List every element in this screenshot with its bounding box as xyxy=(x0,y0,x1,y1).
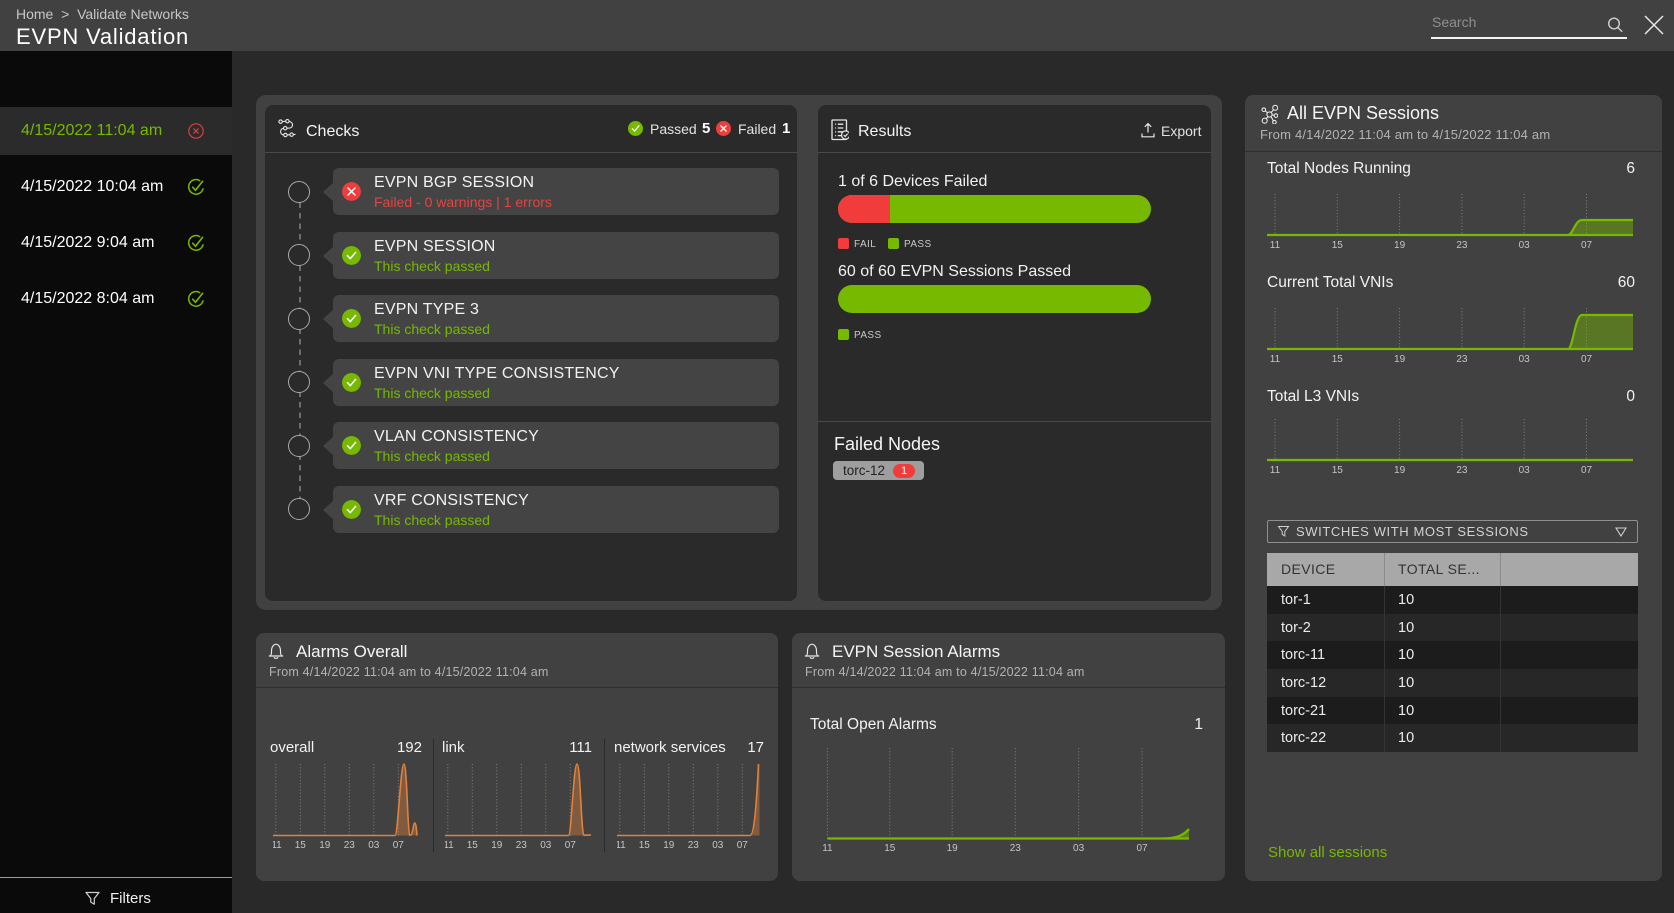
svg-text:15: 15 xyxy=(1332,354,1344,365)
svg-text:07: 07 xyxy=(1581,465,1593,476)
svg-text:23: 23 xyxy=(1010,843,1022,854)
svg-text:11: 11 xyxy=(273,840,282,851)
svg-text:23: 23 xyxy=(688,840,700,851)
svg-text:19: 19 xyxy=(1394,354,1406,365)
svg-text:23: 23 xyxy=(344,840,356,851)
svg-text:03: 03 xyxy=(1519,354,1531,365)
svg-text:15: 15 xyxy=(467,840,479,851)
svg-text:15: 15 xyxy=(639,840,651,851)
svg-text:11: 11 xyxy=(1270,465,1281,476)
svg-text:11: 11 xyxy=(1270,354,1281,365)
svg-text:11: 11 xyxy=(822,843,833,854)
svg-text:19: 19 xyxy=(1394,240,1406,251)
svg-text:15: 15 xyxy=(884,843,896,854)
svg-text:11: 11 xyxy=(1270,240,1281,251)
svg-text:07: 07 xyxy=(1581,354,1593,365)
svg-text:23: 23 xyxy=(1456,354,1468,365)
svg-text:19: 19 xyxy=(491,840,503,851)
svg-text:03: 03 xyxy=(1073,843,1085,854)
svg-text:07: 07 xyxy=(565,840,577,851)
svg-text:15: 15 xyxy=(1332,465,1344,476)
svg-text:23: 23 xyxy=(516,840,528,851)
svg-text:23: 23 xyxy=(1456,465,1468,476)
svg-text:03: 03 xyxy=(1519,240,1531,251)
svg-text:07: 07 xyxy=(393,840,405,851)
svg-text:03: 03 xyxy=(712,840,724,851)
svg-text:19: 19 xyxy=(1394,465,1406,476)
svg-text:23: 23 xyxy=(1456,240,1468,251)
svg-text:07: 07 xyxy=(1581,240,1593,251)
svg-text:19: 19 xyxy=(663,840,675,851)
svg-text:11: 11 xyxy=(445,840,454,851)
svg-text:15: 15 xyxy=(1332,240,1344,251)
svg-text:19: 19 xyxy=(319,840,331,851)
svg-text:11: 11 xyxy=(617,840,626,851)
svg-text:03: 03 xyxy=(368,840,380,851)
svg-text:03: 03 xyxy=(1519,465,1531,476)
svg-text:07: 07 xyxy=(737,840,749,851)
svg-text:07: 07 xyxy=(1136,843,1148,854)
svg-text:15: 15 xyxy=(295,840,307,851)
svg-text:03: 03 xyxy=(540,840,552,851)
svg-text:19: 19 xyxy=(947,843,959,854)
